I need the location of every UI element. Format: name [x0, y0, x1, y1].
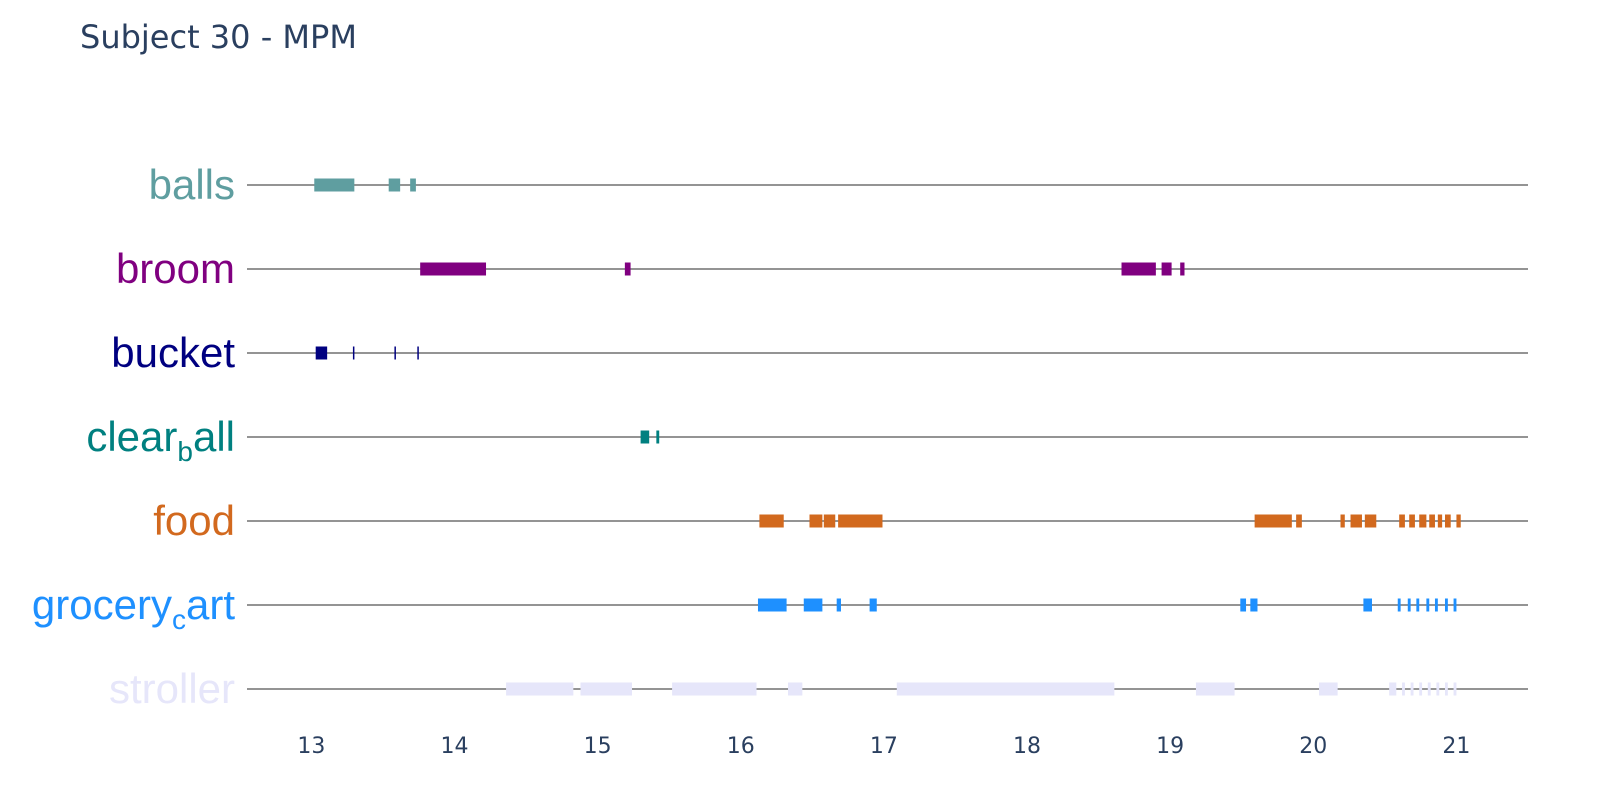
interval-bar	[757, 598, 787, 612]
row-broom: broom	[116, 245, 1528, 292]
row-label-main: balls	[149, 161, 235, 208]
interval-bar	[1456, 514, 1461, 528]
interval-bar	[1363, 598, 1372, 612]
interval-bar	[1437, 514, 1443, 528]
x-tick-label: 17	[870, 734, 898, 759]
interval-bar	[1436, 682, 1440, 696]
interval-bar	[417, 346, 419, 360]
interval-bar	[1161, 262, 1172, 276]
x-tick-label: 13	[297, 734, 325, 759]
interval-bar	[1389, 682, 1397, 696]
row-clear-ball: clearball	[86, 413, 1528, 467]
x-tick-label: 21	[1442, 734, 1470, 759]
interval-bar	[759, 514, 784, 528]
interval-bar	[410, 178, 416, 192]
row-label: grocerycart	[32, 581, 235, 635]
interval-bar	[1453, 598, 1457, 612]
x-tick-label: 15	[584, 734, 612, 759]
interval-bar	[1340, 514, 1345, 528]
interval-bar	[394, 346, 396, 360]
row-label-subscript: b	[177, 436, 193, 467]
row-label-main: clear	[86, 413, 177, 460]
interval-bar	[1444, 514, 1451, 528]
row-label-main: stroller	[109, 665, 235, 712]
row-label-rest: all	[193, 413, 235, 460]
row-label: balls	[149, 161, 235, 208]
interval-bar	[1195, 682, 1235, 696]
chart-rows: balls broom bucket clearball food grocerycart…	[32, 161, 1528, 712]
interval-bar	[1426, 598, 1430, 612]
row-label: stroller	[109, 665, 235, 712]
interval-bar	[388, 178, 401, 192]
interval-bar	[1319, 682, 1338, 696]
interval-bar	[1180, 262, 1185, 276]
row-label: bucket	[111, 329, 235, 376]
interval-bar	[1364, 514, 1377, 528]
interval-bar	[1296, 514, 1302, 528]
x-tick-label: 20	[1299, 734, 1327, 759]
row-label-main: bucket	[111, 329, 235, 376]
interval-bar	[1429, 514, 1435, 528]
interval-bar	[506, 682, 574, 696]
interval-bar	[352, 346, 355, 360]
interval-bar	[1350, 514, 1362, 528]
interval-bar	[1453, 682, 1457, 696]
interval-bar	[1434, 598, 1438, 612]
interval-bar	[1427, 682, 1431, 696]
row-label-rest: art	[186, 581, 235, 628]
interval-bar	[624, 262, 631, 276]
interval-bar	[803, 598, 823, 612]
x-tick-label: 14	[441, 734, 469, 759]
row-label-subscript: c	[172, 604, 186, 635]
interval-bar	[1399, 514, 1405, 528]
x-tick-label: 18	[1013, 734, 1041, 759]
interval-bar	[1240, 598, 1247, 612]
x-axis-ticks: 13 14 15 16 17 18 19 20 21	[297, 734, 1470, 759]
interval-bar	[1407, 598, 1411, 612]
interval-bar	[420, 262, 487, 276]
row-label-main: broom	[116, 245, 235, 292]
interval-bar	[1409, 514, 1415, 528]
interval-bar	[1444, 598, 1448, 612]
interval-bar	[1444, 682, 1448, 696]
row-label-main: grocery	[32, 581, 172, 628]
row-grocery-cart: grocerycart	[32, 581, 1528, 635]
row-label: food	[153, 497, 235, 544]
interval-bar	[1250, 598, 1258, 612]
row-label: broom	[116, 245, 235, 292]
interval-bar	[788, 682, 803, 696]
x-tick-label: 16	[727, 734, 755, 759]
row-stroller: stroller	[109, 665, 1528, 712]
interval-bar	[836, 598, 841, 612]
interval-bar	[580, 682, 633, 696]
interval-bar	[1419, 514, 1427, 528]
interval-bar	[1254, 514, 1292, 528]
row-balls: balls	[149, 161, 1528, 208]
interval-bar	[1397, 598, 1401, 612]
interval-bar	[1121, 262, 1156, 276]
interval-bar	[315, 346, 328, 360]
interval-bar	[314, 178, 355, 192]
interval-bar	[1402, 682, 1405, 696]
interval-bar	[1419, 682, 1423, 696]
interval-bar	[1416, 598, 1420, 612]
interval-bar	[656, 430, 660, 444]
x-tick-label: 19	[1156, 734, 1184, 759]
interval-bar	[672, 682, 757, 696]
interval-bar	[640, 430, 650, 444]
interval-bar	[838, 514, 883, 528]
row-label: clearball	[86, 413, 235, 467]
interval-bar	[869, 598, 877, 612]
interval-bar	[896, 682, 1115, 696]
row-food: food	[153, 497, 1528, 544]
interval-bar	[809, 514, 823, 528]
chart-title: Subject 30 - MPM	[80, 18, 357, 56]
interval-bar	[823, 514, 836, 528]
interval-bar	[1410, 682, 1414, 696]
row-bucket: bucket	[111, 329, 1528, 376]
row-label-main: food	[153, 497, 235, 544]
